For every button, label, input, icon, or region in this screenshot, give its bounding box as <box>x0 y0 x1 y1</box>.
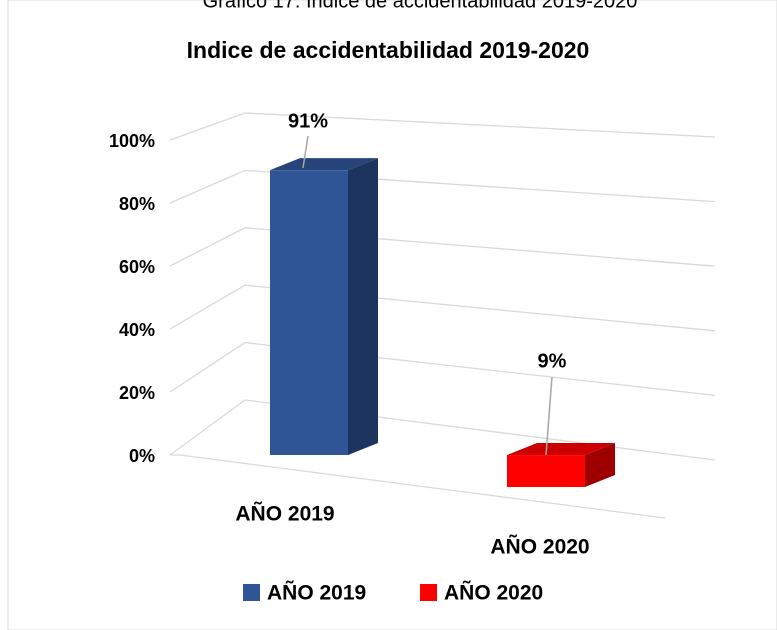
bar-side <box>348 158 378 456</box>
legend-label: AÑO 2019 <box>267 582 366 605</box>
x-tick-label: AÑO 2020 <box>490 536 589 559</box>
floor-edge <box>179 454 666 519</box>
chart-title: Indice de accidentabilidad 2019-2020 <box>187 37 590 63</box>
bar-top <box>507 443 615 456</box>
bar-side <box>585 443 615 487</box>
legend-swatch <box>420 584 437 601</box>
label-leader <box>545 376 553 456</box>
y-tick-label: 80% <box>119 194 155 214</box>
grid-line <box>169 284 716 332</box>
grid-line <box>169 112 716 141</box>
y-tick-label: 100% <box>109 131 155 151</box>
bar <box>507 455 585 487</box>
grid-line <box>169 399 716 461</box>
legend-swatch <box>243 584 260 601</box>
grid-line <box>169 341 716 397</box>
grid-line <box>169 227 716 267</box>
y-tick-label: 60% <box>119 257 155 277</box>
caption: Gráfico 17: Índice de accidentabilidad 2… <box>203 0 638 12</box>
legend-label: AÑO 2020 <box>444 582 543 605</box>
x-tick-label: AÑO 2019 <box>235 503 334 526</box>
grid-line <box>169 169 716 204</box>
data-label: 9% <box>538 350 567 372</box>
data-label: 91% <box>288 110 328 132</box>
chart-border <box>7 0 777 630</box>
y-tick-label: 20% <box>119 383 155 403</box>
label-leader <box>302 135 309 169</box>
bar-top <box>270 158 378 171</box>
y-tick-label: 40% <box>119 320 155 340</box>
y-tick-label: 0% <box>129 446 155 466</box>
bar <box>270 170 348 456</box>
